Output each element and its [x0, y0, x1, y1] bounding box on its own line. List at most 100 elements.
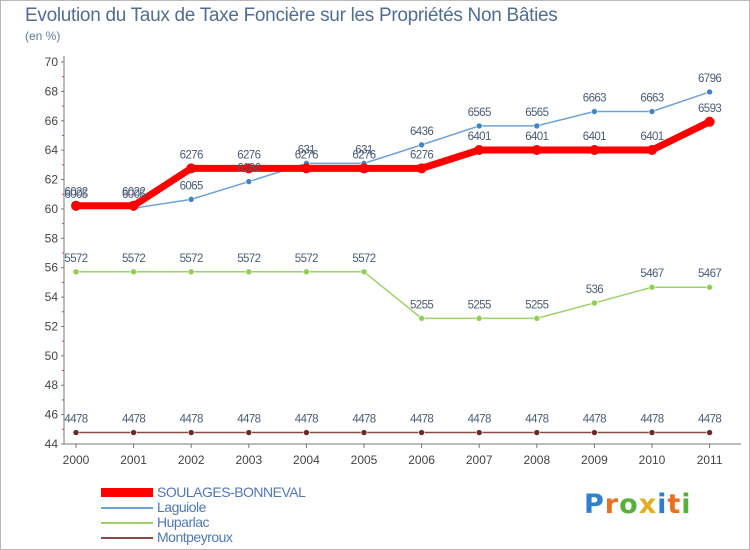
data-label: 4478	[295, 414, 318, 426]
data-label: 4478	[583, 414, 606, 426]
data-point	[359, 163, 369, 174]
data-label: 6593	[698, 103, 721, 115]
x-tick-label: 2006	[408, 453, 435, 467]
data-point	[130, 268, 137, 276]
x-tick-label: 2008	[523, 453, 550, 467]
data-label: 536	[586, 284, 604, 296]
data-label: 6276	[295, 149, 318, 161]
data-point	[130, 429, 137, 436]
axes: 44 46 48 50 52 54 56 58 60 62 64 66 68 70 2000 2001 2002…	[45, 55, 741, 467]
data-label: 5467	[698, 268, 721, 280]
data-point	[474, 145, 485, 156]
data-label: 5572	[295, 253, 318, 265]
data-point	[647, 145, 657, 156]
x-tick-label: 2003	[235, 453, 262, 467]
legend-swatch	[101, 522, 153, 524]
data-point	[245, 178, 253, 185]
y-tick-label: 64	[45, 143, 59, 157]
data-label: 4478	[237, 414, 260, 426]
data-point	[475, 122, 483, 130]
data-label: 5572	[237, 253, 260, 265]
data-point	[418, 429, 425, 436]
data-point	[589, 145, 600, 156]
legend-swatch	[101, 488, 153, 497]
x-tick-label: 2001	[120, 453, 147, 467]
data-label: 6401	[525, 131, 548, 143]
data-label: 6276	[237, 149, 260, 161]
y-tick-label: 62	[45, 173, 59, 187]
data-point	[187, 196, 195, 203]
data-label: 6565	[468, 107, 491, 119]
data-label: 6065	[180, 180, 203, 192]
data-point	[648, 429, 656, 436]
series-line	[75, 91, 711, 209]
data-label: 5255	[525, 299, 548, 311]
data-point	[591, 429, 598, 436]
data-label: 4478	[525, 414, 548, 426]
data-point	[360, 429, 368, 436]
data-label: 6186	[237, 163, 260, 175]
data-label: 5572	[180, 253, 203, 265]
data-label: 6276	[180, 149, 203, 161]
logo-letter: o	[619, 489, 639, 520]
data-point	[531, 145, 542, 156]
logo-letter: t	[667, 489, 682, 520]
y-tick-label: 50	[45, 349, 59, 363]
data-point	[533, 122, 541, 130]
y-tick-label: 48	[45, 378, 59, 392]
x-tick-label: 2007	[466, 453, 493, 467]
x-tick-label: 2009	[581, 453, 608, 467]
series-huparlac	[72, 268, 713, 322]
y-tick-label: 44	[45, 437, 59, 451]
data-label: 4478	[64, 414, 87, 426]
x-tick-label: 2005	[351, 453, 378, 467]
data-label: 6005	[64, 189, 87, 201]
data-label: 6663	[583, 93, 606, 105]
series-line	[72, 118, 714, 210]
data-point	[303, 429, 310, 436]
data-label: 4478	[122, 414, 145, 426]
data-label: 6022	[64, 187, 87, 199]
data-point	[706, 283, 713, 291]
data-point	[475, 429, 483, 436]
data-point	[71, 200, 81, 211]
data-label: 6565	[525, 107, 548, 119]
data-point	[648, 283, 656, 291]
data-point	[186, 163, 197, 174]
data-label: 6401	[640, 131, 663, 143]
data-point	[187, 268, 195, 276]
data-label: 4478	[468, 414, 491, 426]
data-label: 6022	[122, 187, 145, 199]
legend-label: SOULAGES-BONNEVAL	[157, 484, 306, 500]
data-point	[72, 268, 80, 276]
data-point	[418, 141, 425, 149]
data-point	[704, 116, 715, 127]
x-tick-label: 2011	[697, 453, 723, 467]
y-tick-label: 68	[45, 84, 59, 98]
data-point	[245, 429, 253, 436]
data-point	[418, 315, 425, 322]
data-label: 4478	[410, 414, 433, 426]
data-point	[591, 299, 598, 307]
data-point	[245, 268, 253, 276]
y-tick-label: 70	[45, 55, 59, 69]
data-label: 5255	[468, 299, 491, 311]
data-point	[648, 108, 656, 115]
chart-subtitle: (en %)	[25, 29, 61, 43]
y-tick-label: 66	[45, 114, 59, 128]
data-label: 4478	[180, 414, 203, 426]
data-point	[243, 163, 254, 174]
y-tick-label: 46	[45, 408, 59, 422]
data-label: 6276	[352, 149, 375, 161]
x-tick-label: 2004	[293, 453, 320, 467]
logo-letter: i	[657, 489, 668, 520]
logo-letter: r	[604, 489, 620, 520]
data-label: 6401	[468, 131, 491, 143]
logo-letter: x	[638, 489, 658, 520]
series-layer	[71, 88, 715, 436]
chart-title: Evolution du Taux de Taxe Foncière sur l…	[25, 5, 558, 26]
series-montpeyroux	[72, 429, 713, 436]
data-point	[533, 315, 541, 322]
